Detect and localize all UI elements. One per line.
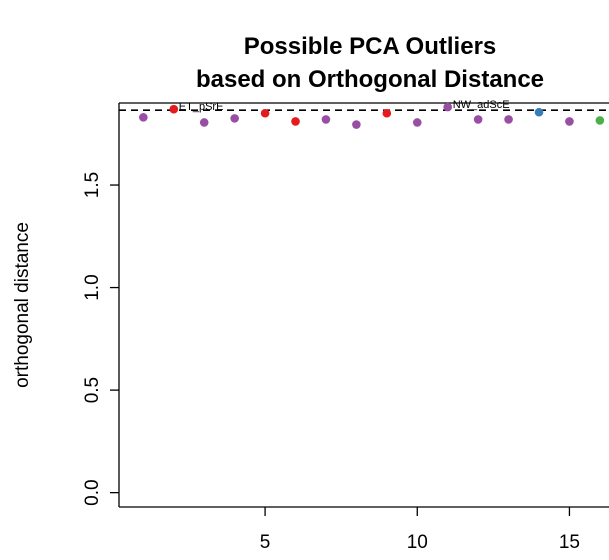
y-axis-label: orthogonal distance [12,222,33,388]
data-point [169,104,179,114]
data-point [595,116,605,125]
data-point [260,108,270,118]
data-point [352,120,361,129]
y-axis: 0.0 0.5 1.0 1.5 [82,172,119,506]
x-tick-label: 15 [559,532,580,553]
data-point [199,118,209,127]
x-tick-label: 5 [260,532,271,553]
data-point [565,117,574,126]
data-points [139,102,605,129]
chart-title: Possible PCA Outliers [244,33,497,60]
data-point [534,107,544,117]
y-tick-label: 1.0 [82,274,103,300]
data-point [230,114,239,123]
x-axis: 5 10 15 [260,507,580,553]
data-point [291,117,300,126]
chart-subtitle: based on Orthogonal Distance [196,66,544,93]
data-point [382,108,392,118]
data-point [412,118,422,127]
y-tick-label: 1.5 [82,172,103,198]
data-point [473,115,483,124]
point-label: NW_adScE [453,99,510,111]
x-tick-label: 10 [407,532,428,553]
data-point [504,115,513,124]
y-tick-label: 0.0 [82,479,103,505]
point-label: ET_pSrE [179,101,224,113]
data-point [321,115,331,124]
data-point [443,102,452,112]
y-tick-label: 0.5 [82,377,103,403]
point-labels: ET_pSrE NW_adScE [179,99,510,113]
data-point [139,113,148,122]
